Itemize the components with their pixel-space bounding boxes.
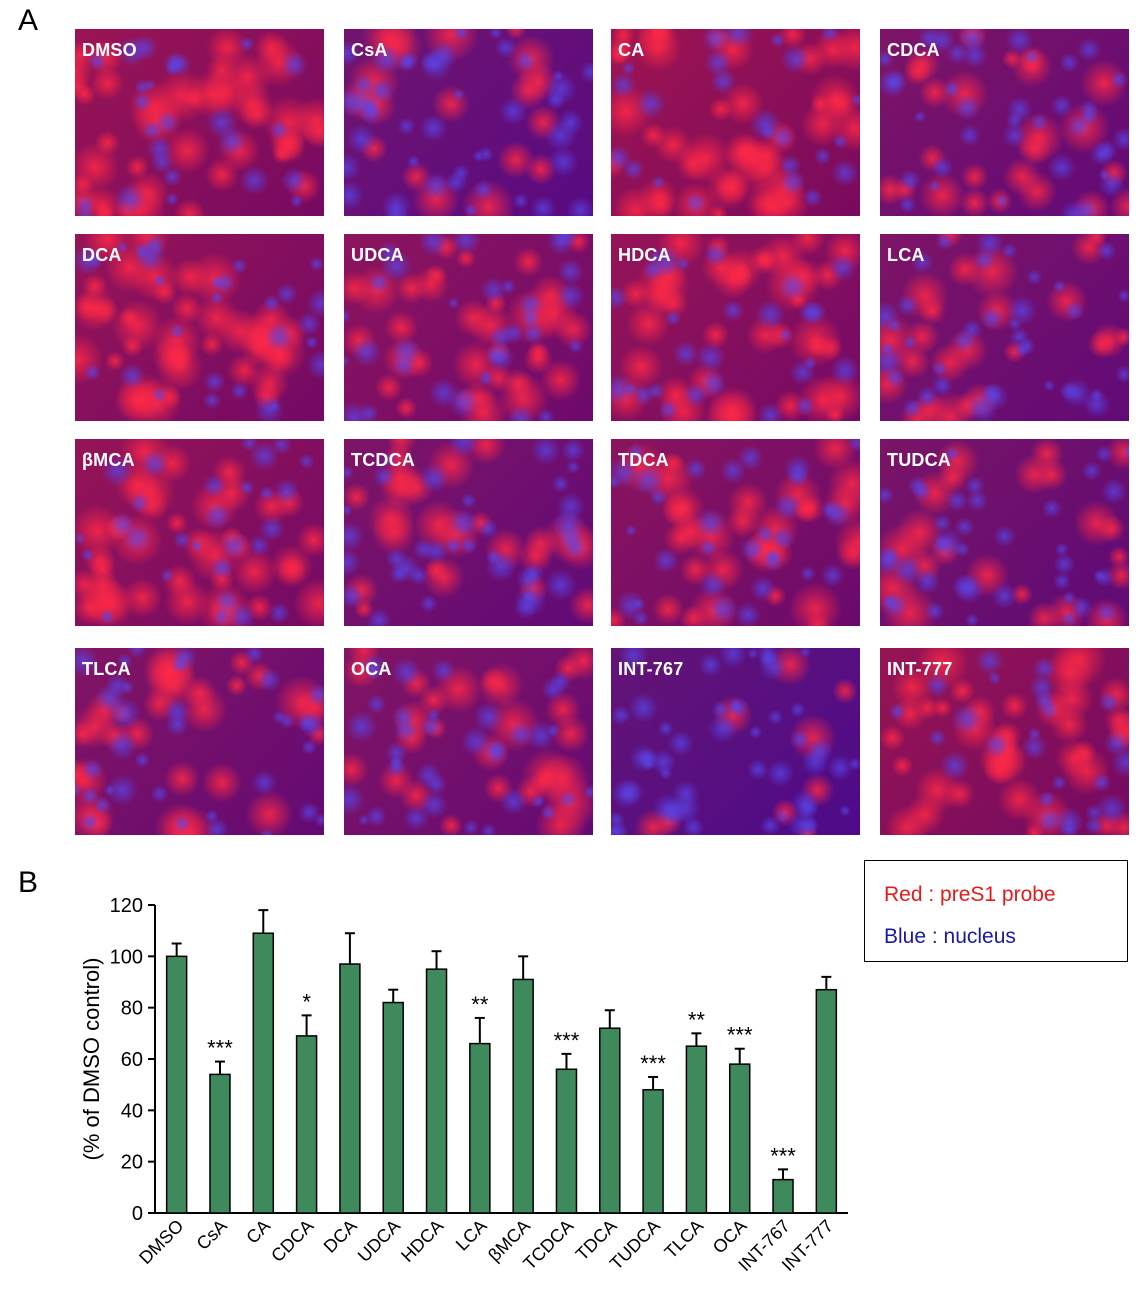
micrograph-label: OCA [351,659,392,679]
bar-ca [252,932,275,1214]
micrograph-label: DMSO [82,40,137,60]
panel-label-a: A [18,4,39,37]
x-tick-label: LCA [452,1216,491,1255]
micrograph-lca: LCA [880,234,1129,421]
micrograph-label: βMCA [82,450,135,470]
y-tick-label: 120 [110,895,143,917]
significance-mark: *** [640,1051,666,1076]
micrograph-tudca: TUDCA [880,439,1129,626]
bar-hdca [425,968,448,1214]
bar-dca [339,963,361,1214]
legend-blue-text: Blue : nucleus [884,925,1016,948]
micrograph-tdca: TDCA [611,439,860,626]
micrograph-label: TLCA [82,659,131,679]
micrograph-label: HDCA [618,245,671,265]
micrograph-csa: CsA [344,29,593,216]
micrograph-label: TUDCA [887,450,951,470]
y-tick-label: 100 [110,946,143,968]
bar-cdca [295,1035,318,1214]
significance-mark: *** [207,1036,233,1061]
micrograph-label: INT-767 [618,659,684,679]
micrograph-oca: OCA [344,648,593,835]
y-tick-label: 60 [121,1049,143,1071]
bar-βmca [512,978,534,1214]
bar-csa [209,1073,231,1214]
y-tick-label: 40 [121,1100,143,1122]
bar-tlca [685,1045,708,1214]
micrograph-βmca: βMCA [75,439,324,626]
significance-mark: * [302,989,311,1014]
micrograph-dmso: DMSO [75,29,324,216]
significance-mark: *** [770,1143,796,1168]
y-axis-label: (% of DMSO control) [79,958,104,1161]
bar-oca [728,1063,751,1214]
micrograph-ca: CA [611,29,860,216]
bar-tdca [599,1027,621,1214]
x-tick-label: DMSO [135,1216,187,1268]
bar-int-767 [772,1178,794,1214]
bar-int-777 [815,988,838,1214]
x-tick-label: CA [242,1216,274,1248]
x-tick-label: CsA [193,1216,231,1254]
micrograph-label: TDCA [618,450,669,470]
micrograph-label: TCDCA [351,450,415,470]
x-tick-label: UDCA [354,1216,404,1266]
significance-mark: *** [727,1023,753,1048]
bar-udca [382,1001,404,1214]
bar-tudca [642,1089,664,1214]
y-tick-label: 0 [132,1203,143,1225]
micrograph-hdca: HDCA [611,234,860,421]
micrograph-tlca: TLCA [75,648,324,835]
micrograph-label: DCA [82,245,122,265]
micrograph-label: LCA [887,245,925,265]
significance-mark: *** [554,1028,580,1053]
significance-mark: ** [471,992,489,1017]
micrograph-udca: UDCA [344,234,593,421]
x-tick-label: HDCA [397,1216,447,1266]
bar-dmso [165,955,188,1214]
micrograph-label: CA [618,40,645,60]
micrograph-int-767: INT-767 [611,648,860,835]
micrograph-label: CsA [351,40,388,60]
micrograph-label: UDCA [351,245,404,265]
panel-label-b: B [18,866,39,899]
micrograph-dca: DCA [75,234,324,421]
x-tick-label: TLCA [661,1216,708,1263]
y-tick-label: 80 [121,998,143,1020]
bar-tcdca [555,1068,578,1214]
micrograph-cdca: CDCA [880,29,1129,216]
significance-mark: ** [688,1007,706,1032]
micrograph-int-777: INT-777 [880,648,1129,835]
legend-red-text: Red : preS1 probe [884,883,1056,906]
bar-lca [469,1042,491,1214]
micrograph-tcdca: TCDCA [344,439,593,626]
y-tick-label: 20 [121,1152,143,1174]
micrograph-label: CDCA [887,40,940,60]
micrograph-label: INT-777 [887,659,953,679]
color-legend: Red : preS1 probe Blue : nucleus [864,860,1128,962]
x-tick-label: CDCA [267,1216,317,1266]
